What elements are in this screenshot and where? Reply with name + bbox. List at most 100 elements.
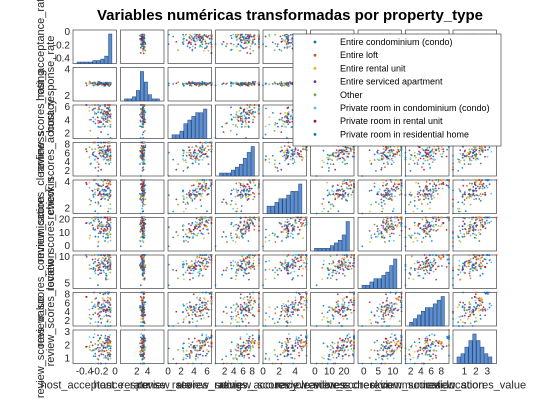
scatter-point [234, 35, 237, 38]
scatter-point [108, 106, 111, 108]
scatter-point [398, 154, 401, 157]
scatter-point [203, 149, 206, 152]
scatter-point [476, 179, 478, 181]
scatter-point [184, 33, 187, 36]
scatter-point [239, 36, 242, 39]
scatter-point [390, 163, 393, 166]
matrix-cell [357, 141, 403, 177]
scatter-point [462, 179, 464, 181]
scatter-point [222, 82, 225, 85]
scatter-point [248, 114, 251, 116]
scatter-point [203, 181, 205, 184]
scatter-point [289, 155, 292, 158]
scatter-point [242, 190, 245, 192]
scatter-point [242, 82, 244, 85]
scatter-point [287, 163, 290, 166]
scatter-point [207, 49, 210, 52]
scatter-point [273, 49, 276, 52]
scatter-point [183, 159, 185, 162]
scatter-point [433, 196, 436, 199]
scatter-point [380, 198, 383, 201]
scatter-point [187, 166, 190, 169]
scatter-point [282, 82, 285, 84]
scatter-point [459, 210, 462, 213]
scatter-point [419, 189, 422, 192]
scatter-point [89, 203, 92, 206]
scatter-point [408, 163, 410, 166]
scatter-point [221, 43, 224, 45]
scatter-point [297, 153, 299, 156]
scatter-point [277, 125, 279, 128]
scatter-point [396, 179, 399, 181]
scatter-point [286, 148, 289, 150]
scatter-point [293, 153, 295, 156]
scatter-point [350, 193, 353, 196]
scatter-point [287, 39, 290, 42]
matrix-cell [167, 67, 213, 102]
scatter-point [393, 188, 395, 191]
scatter-point [172, 83, 175, 85]
scatter-point [284, 159, 286, 162]
scatter-point [230, 113, 233, 116]
scatter-point [468, 195, 471, 197]
scatter-point [198, 155, 201, 158]
scatter-point [105, 230, 107, 232]
scatter-point [96, 161, 99, 164]
scatter-point [201, 46, 204, 48]
scatter-point [466, 184, 468, 187]
scatter-point [282, 123, 285, 125]
scatter-point [472, 189, 475, 192]
scatter-point [109, 189, 112, 192]
scatter-point [108, 149, 111, 152]
scatter-point [288, 111, 290, 113]
scatter-point [258, 82, 260, 84]
scatter-point [321, 159, 324, 162]
scatter-point [190, 157, 192, 160]
scatter-point [102, 151, 105, 154]
scatter-point [197, 185, 200, 188]
scatter-point [412, 210, 415, 213]
scatter-point [290, 38, 293, 41]
scatter-point [369, 210, 371, 213]
scatter-point [248, 187, 251, 190]
histogram-bar [231, 169, 235, 177]
scatter-point [109, 120, 112, 123]
scatter-point [432, 191, 435, 194]
scatter-point [102, 193, 105, 196]
scatter-point [432, 194, 434, 197]
scatter-point [288, 150, 290, 153]
scatter-point [379, 188, 381, 191]
scatter-point [185, 82, 188, 85]
scatter-point [404, 210, 407, 213]
scatter-point [183, 198, 185, 200]
scatter-point [172, 35, 175, 38]
scatter-point [416, 161, 419, 164]
scatter-point [210, 36, 213, 38]
scatter-point [280, 168, 283, 171]
scatter-point [234, 82, 237, 84]
scatter-point [140, 108, 142, 111]
scatter-point [143, 104, 146, 106]
scatter-point [412, 159, 415, 162]
scatter-point [428, 192, 431, 195]
scatter-point [108, 231, 111, 233]
scatter-point [142, 52, 145, 55]
scatter-point [289, 121, 291, 124]
scatter-point [265, 45, 267, 48]
scatter-point [96, 189, 99, 192]
scatter-point [207, 187, 210, 190]
scatter-point [340, 185, 343, 188]
scatter-point [331, 189, 333, 192]
scatter-point [285, 43, 288, 46]
scatter-point [100, 146, 103, 149]
matrix-cell [72, 179, 117, 215]
scatter-point [413, 199, 416, 202]
scatter-point [198, 183, 201, 186]
scatter-point [100, 179, 103, 181]
scatter-point [394, 190, 397, 192]
scatter-point [246, 192, 248, 195]
scatter-point [106, 121, 109, 123]
scatter-point [97, 119, 99, 122]
scatter-point [336, 189, 339, 192]
histogram-bar [108, 33, 113, 64]
